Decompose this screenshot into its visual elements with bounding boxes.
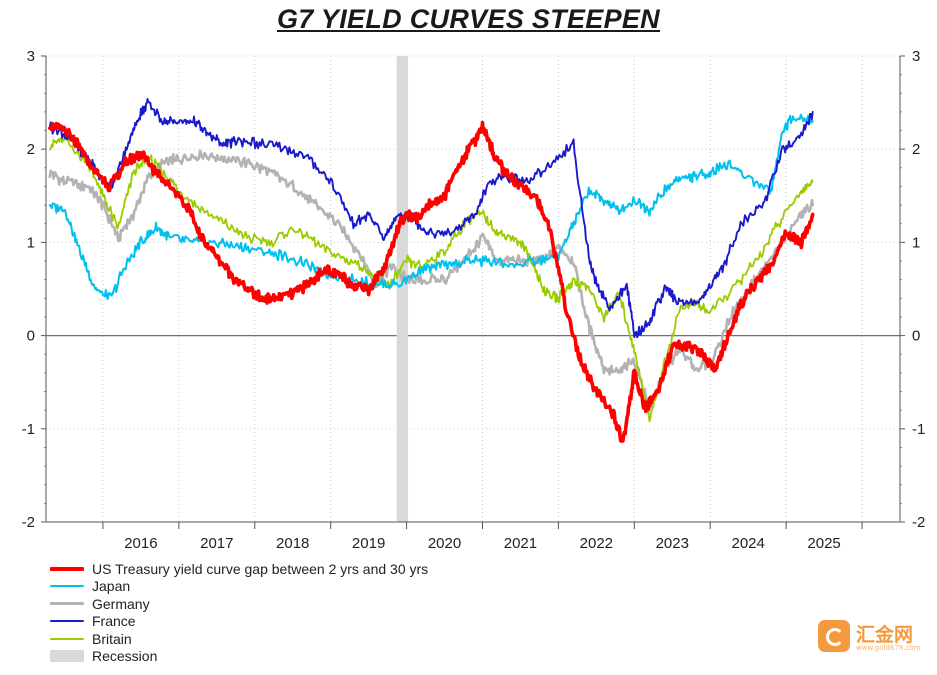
x-tick-label: 2018 — [276, 535, 309, 552]
y-tick-label-right: -2 — [912, 514, 925, 531]
series-line-japan — [48, 113, 814, 301]
legend-label: US Treasury yield curve gap between 2 yr… — [92, 560, 429, 577]
recession-layer — [396, 56, 409, 522]
x-tick-label: 2025 — [807, 535, 840, 552]
legend-swatch — [50, 602, 84, 606]
watermark-url: www.gold678.com — [856, 644, 921, 652]
legend-swatch — [50, 620, 84, 623]
y-tick-label-right: -1 — [912, 421, 925, 438]
legend-swatch — [50, 585, 84, 588]
y-tick-label-left: 1 — [27, 234, 35, 251]
y-tick-label-left: 0 — [27, 328, 35, 345]
y-tick-label-left: 2 — [27, 141, 35, 158]
series-line-france — [48, 97, 814, 339]
series-line-britain — [48, 135, 814, 423]
legend-item: Germany — [50, 595, 428, 613]
legend-swatch — [50, 566, 84, 571]
x-tick-label: 2016 — [124, 535, 157, 552]
x-tick-label: 2022 — [580, 535, 613, 552]
x-tick-label: 2020 — [428, 535, 461, 552]
legend-item: Recession — [50, 648, 428, 666]
watermark: 汇金网 www.gold678.com — [818, 618, 928, 658]
legend-swatch — [50, 637, 84, 640]
axis-layer: -2 -2 -1 -1 0 0 1 1 2 2 3 3 2016 2017 2018 2019 2020 2021… — [22, 48, 926, 552]
y-tick-label-right: 2 — [912, 141, 920, 158]
y-tick-label-left: -2 — [22, 514, 35, 531]
legend-item: US Treasury yield curve gap between 2 yr… — [50, 560, 428, 578]
legend-label: France — [92, 613, 136, 630]
y-tick-label-right: 3 — [912, 48, 920, 65]
legend-item: France — [50, 613, 428, 631]
watermark-text: 汇金网 — [856, 624, 914, 646]
y-tick-label-left: 3 — [27, 48, 35, 65]
series-line-us — [47, 120, 815, 443]
series-layer — [47, 97, 815, 443]
legend-label: Japan — [92, 578, 131, 595]
x-tick-label: 2023 — [656, 535, 689, 552]
legend-label: Germany — [92, 595, 150, 612]
x-tick-label: 2021 — [504, 535, 537, 552]
y-tick-label-left: -1 — [22, 421, 35, 438]
legend: US Treasury yield curve gap between 2 yr… — [50, 560, 428, 665]
series-line-germany — [48, 149, 815, 415]
chart-title: G7 YIELD CURVES STEEPEN — [276, 4, 660, 34]
y-tick-label-right: 1 — [912, 234, 920, 251]
legend-label: Britain — [92, 630, 132, 647]
x-tick-label: 2024 — [731, 535, 764, 552]
watermark-logo-icon — [818, 620, 850, 652]
legend-item: Japan — [50, 578, 428, 596]
grid-layer — [46, 55, 900, 523]
legend-label: Recession — [92, 648, 158, 665]
x-tick-label: 2017 — [200, 535, 233, 552]
legend-swatch — [50, 650, 84, 663]
recession-band — [396, 56, 409, 522]
y-tick-label-right: 0 — [912, 328, 920, 345]
x-tick-label: 2019 — [352, 535, 385, 552]
legend-item: Britain — [50, 630, 428, 648]
